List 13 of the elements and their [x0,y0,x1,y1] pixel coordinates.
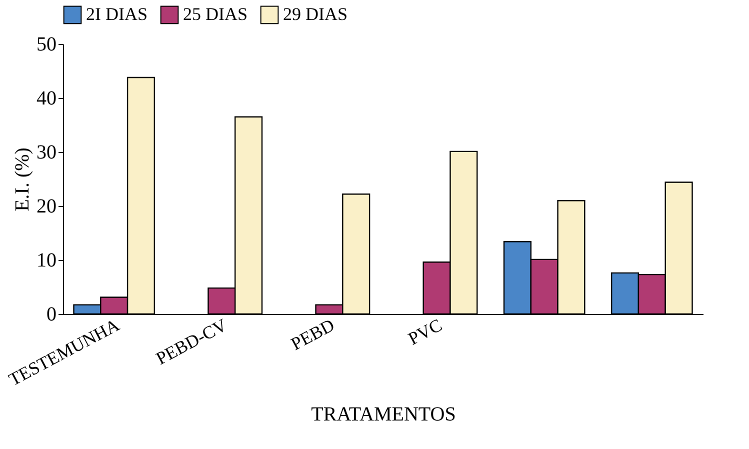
y-tick-label: 20 [36,196,56,218]
y-axis-title: E.I. (%) [12,148,34,212]
y-tick-label: 30 [36,142,56,164]
x-tick-label: PVC [404,314,446,349]
y-tick-label: 40 [36,88,56,110]
legend-label: 2I DIAS [86,4,148,24]
legend-label: 29 DIAS [283,4,348,24]
y-tick-label: 10 [36,250,56,272]
y-tick-label: 50 [36,34,56,56]
legend-label: 25 DIAS [183,4,248,24]
y-tick-label: 0 [46,304,56,326]
x-tick-label: PEBD [288,314,338,354]
x-axis-title: TRATAMENTOS [311,404,456,426]
